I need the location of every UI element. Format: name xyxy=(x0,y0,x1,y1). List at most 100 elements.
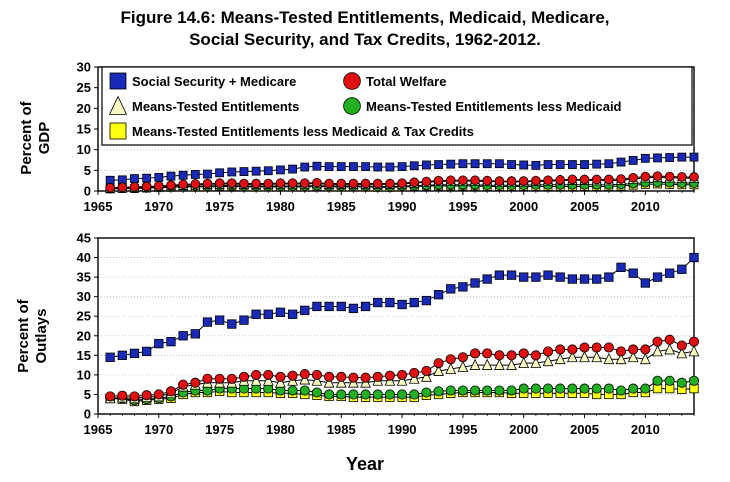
outlays-total_welfare-point xyxy=(202,373,213,384)
gdp-ss_medicare-point xyxy=(482,159,492,169)
gdp-total_welfare-point xyxy=(689,172,699,182)
outlays-means_tested-point xyxy=(250,374,262,386)
gdp-ss_medicare-point xyxy=(665,153,675,162)
outlays-ss_medicare-point xyxy=(592,274,602,284)
outlays-total_welfare-point xyxy=(579,342,590,353)
outlays-ss_medicare-point xyxy=(628,268,638,278)
gdp-ss_medicare-point xyxy=(324,162,334,172)
gdp-y-tick-label: 25 xyxy=(77,80,91,95)
gdp-y-tick-label: 5 xyxy=(84,163,91,178)
gdp-ss_medicare-point xyxy=(567,160,577,169)
outlays-total_welfare-point xyxy=(251,369,262,380)
outlays-means_tested-point xyxy=(262,374,274,386)
outlays-frame xyxy=(97,237,695,415)
outlays-less_medicaid-point xyxy=(530,383,541,394)
outlays-ss_medicare-point xyxy=(433,290,444,300)
gdp-total_welfare-point xyxy=(421,176,432,187)
outlays-less_medicaid-point xyxy=(470,385,481,396)
outlays-ss_medicare-point xyxy=(458,282,468,292)
outlays-means_tested-point xyxy=(311,374,323,386)
outlays-means_tested-point xyxy=(652,345,663,357)
gdp-ss_medicare-point xyxy=(203,169,212,179)
outlays-total_welfare-point xyxy=(141,390,152,401)
outlays-means_tested-point xyxy=(579,350,590,363)
outlays-means_tested-point xyxy=(421,370,432,382)
gdp-ss_medicare-point xyxy=(580,160,589,169)
outlays-total_welfare-point xyxy=(457,352,468,363)
outlays-less_medicaid-point xyxy=(360,389,371,400)
outlays-ss_medicare-point xyxy=(482,274,492,284)
outlays-means_tested-point xyxy=(433,364,444,376)
outlays-x-tick-label: 1985 xyxy=(327,422,356,437)
gdp-total_welfare-point xyxy=(458,175,468,186)
outlays-less_medicaid-point xyxy=(457,385,468,396)
outlays-total_welfare-point xyxy=(542,346,554,357)
gdp-y-tick-label: 0 xyxy=(84,184,91,199)
gdp-ss_medicare-point xyxy=(300,162,310,172)
outlays-total_welfare-point xyxy=(591,342,602,353)
gdp-ss_medicare-point xyxy=(531,160,541,170)
outlays-panel: 0 5 10 15 20 25 30 35 40 45 1965 1970 1975 1980 1985 19… xyxy=(77,231,700,437)
outlays-ss_medicare-point xyxy=(616,262,626,272)
legend-label-means_tested: Means-Tested Entitlements xyxy=(132,99,299,114)
gdp-ss_medicare-point xyxy=(409,161,419,171)
outlays-ss_medicare-point xyxy=(190,329,200,339)
outlays-ss_medicare-point xyxy=(446,284,456,294)
gdp-total_welfare-point xyxy=(226,178,237,188)
legend-box xyxy=(101,66,693,146)
outlays-means_tested-point xyxy=(664,343,676,355)
outlays-ss_medicare-point xyxy=(494,270,505,280)
gdp-total_welfare-point xyxy=(518,176,529,186)
outlays-means_tested-point xyxy=(494,358,505,370)
outlays-means_tested-point xyxy=(542,354,554,367)
outlays-total_welfare-point xyxy=(263,369,274,380)
legend-marker-less_medicaid xyxy=(343,97,361,115)
gdp-total_welfare-point xyxy=(154,181,164,191)
outlays-less_medicaid-point xyxy=(421,387,432,398)
gdp-ss_medicare-point xyxy=(592,159,602,169)
gdp-ss_medicare-point xyxy=(422,160,431,170)
outlays-means_tested-point xyxy=(566,350,578,363)
outlays-less_medicaid-point xyxy=(482,385,493,396)
outlays-x-tick-label: 1975 xyxy=(205,422,234,437)
outlays-total_welfare-point xyxy=(421,365,432,377)
outlays-means_tested-point xyxy=(275,376,286,388)
gdp-ss_medicare-point xyxy=(653,153,662,163)
outlays-means_tested-point xyxy=(676,346,688,359)
outlays-less_medicaid-point xyxy=(397,389,408,400)
legend-label-less_medicaid: Means-Tested Entitlements less Medicaid xyxy=(366,99,622,114)
outlays-total_welfare-point xyxy=(348,372,359,383)
outlays-less_medicaid-point xyxy=(688,375,700,386)
gdp-total_welfare-point xyxy=(531,175,541,186)
gdp-ss_medicare-point xyxy=(555,160,565,169)
outlays-total_welfare-point xyxy=(433,358,444,369)
gdp-y-tick-label: 20 xyxy=(77,101,91,116)
gdp-ss_medicare-point xyxy=(689,152,699,162)
outlays-means_tested-point xyxy=(530,356,542,369)
gdp-total_welfare-point xyxy=(543,175,553,186)
outlays-total_welfare-point xyxy=(628,344,639,355)
gdp-total_welfare-point xyxy=(677,172,687,182)
outlays-x-tick-label: 1970 xyxy=(144,422,173,437)
outlays-total_welfare-point xyxy=(506,350,517,361)
gdp-total_welfare-point xyxy=(579,174,590,185)
outlays-y-tick-label: 40 xyxy=(77,250,91,265)
outlays-ss_medicare-point xyxy=(519,272,529,282)
outlays-means_tested-point xyxy=(408,372,420,384)
gdp-total_welfare-point xyxy=(117,182,128,193)
outlays-total_welfare-point xyxy=(664,334,675,345)
gdp-ss_medicare-point xyxy=(166,171,176,181)
outlays-total_welfare-point xyxy=(129,391,140,402)
gdp-total_welfare-point xyxy=(494,176,505,186)
gdp-ss_medicare-point xyxy=(628,156,638,165)
outlays-total_welfare-point xyxy=(445,354,456,365)
legend: Social Security + Medicare Total Welfare M… xyxy=(101,66,693,146)
gdp-total_welfare-point xyxy=(202,178,213,189)
outlays-less_medicaid-point xyxy=(628,383,639,394)
legend-marker-less_medicaid_tax xyxy=(109,122,127,140)
gdp-total_welfare-point xyxy=(275,178,286,188)
outlays-ss_medicare-point xyxy=(506,270,517,280)
outlays-means_tested-point xyxy=(506,358,517,370)
outlays-less_medicaid-point xyxy=(518,383,529,394)
outlays-ss_medicare-point xyxy=(142,346,152,357)
